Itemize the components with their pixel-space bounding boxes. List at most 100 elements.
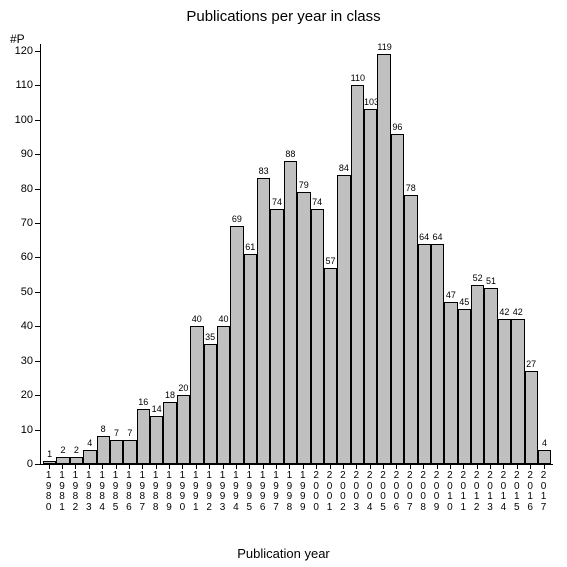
x-tick-mark xyxy=(530,464,531,469)
x-tick-mark xyxy=(463,464,464,469)
bar xyxy=(150,416,163,464)
x-tick-label: 1998 xyxy=(287,471,293,513)
bar-value-label: 64 xyxy=(418,233,431,242)
x-tick-label: 2005 xyxy=(380,471,386,513)
bar-value-label: 42 xyxy=(498,308,511,317)
bar-slot: 74 xyxy=(311,44,324,464)
bar-value-label: 35 xyxy=(204,333,217,342)
bar xyxy=(244,254,257,464)
bar xyxy=(56,457,69,464)
y-tick xyxy=(35,257,41,258)
x-tick-label: 1980 xyxy=(46,471,52,513)
bar-value-label: 119 xyxy=(377,43,390,52)
bar-slot: 40 xyxy=(190,44,203,464)
x-tick-mark xyxy=(209,464,210,469)
bar-slot: 119 xyxy=(377,44,390,464)
bar xyxy=(70,457,83,464)
bar-slot: 7 xyxy=(110,44,123,464)
x-tick-mark xyxy=(490,464,491,469)
bar xyxy=(458,309,471,464)
bar-slot: 4 xyxy=(83,44,96,464)
bar xyxy=(83,450,96,464)
bar-value-label: 42 xyxy=(511,308,524,317)
x-tick-mark xyxy=(477,464,478,469)
x-tick-mark xyxy=(450,464,451,469)
bar xyxy=(391,134,404,464)
x-tick-label: 2000 xyxy=(313,471,319,513)
x-tick-label: 1996 xyxy=(260,471,266,513)
y-tick-label: 90 xyxy=(21,148,33,160)
x-tick-mark xyxy=(263,464,264,469)
bar xyxy=(230,226,243,464)
y-tick-label: 110 xyxy=(15,79,33,91)
bar-slot: 84 xyxy=(337,44,350,464)
bar-value-label: 20 xyxy=(177,384,190,393)
chart-title: Publications per year in class xyxy=(0,8,567,25)
bar-value-label: 96 xyxy=(391,123,404,132)
y-tick xyxy=(35,189,41,190)
x-tick-mark xyxy=(303,464,304,469)
x-tick-label: 1982 xyxy=(73,471,79,513)
bar xyxy=(444,302,457,464)
x-tick-mark xyxy=(62,464,63,469)
x-tick-mark xyxy=(236,464,237,469)
x-tick-mark xyxy=(196,464,197,469)
x-tick-label: 1981 xyxy=(59,471,65,513)
bar-slot: 7 xyxy=(123,44,136,464)
bar-value-label: 18 xyxy=(163,391,176,400)
x-tick-mark xyxy=(249,464,250,469)
x-tick-label: 1991 xyxy=(193,471,199,513)
x-tick-mark xyxy=(169,464,170,469)
x-tick-mark xyxy=(544,464,545,469)
x-tick-label: 2002 xyxy=(340,471,346,513)
bar-value-label: 110 xyxy=(351,74,364,83)
x-tick-mark xyxy=(276,464,277,469)
bar-value-label: 84 xyxy=(337,164,350,173)
x-tick-mark xyxy=(517,464,518,469)
bar-value-label: 64 xyxy=(431,233,444,242)
bar-slot: 88 xyxy=(284,44,297,464)
bar-slot: 51 xyxy=(484,44,497,464)
x-tick-label: 2011 xyxy=(461,471,467,513)
x-tick-label: 2012 xyxy=(474,471,480,513)
bar xyxy=(324,268,337,464)
x-tick-mark xyxy=(356,464,357,469)
x-tick-label: 1992 xyxy=(206,471,212,513)
bar xyxy=(431,244,444,464)
bar-slot: 8 xyxy=(97,44,110,464)
bar xyxy=(311,209,324,464)
x-tick-mark xyxy=(437,464,438,469)
bar xyxy=(484,288,497,464)
bar xyxy=(217,326,230,464)
x-tick-label: 1984 xyxy=(99,471,105,513)
bar-slot: 35 xyxy=(204,44,217,464)
x-tick-label: 2001 xyxy=(327,471,333,513)
bar xyxy=(364,109,377,464)
bar xyxy=(284,161,297,464)
x-tick-label: 2003 xyxy=(354,471,360,513)
bar-value-label: 8 xyxy=(97,425,110,434)
bar-slot: 42 xyxy=(511,44,524,464)
bar-slot: 64 xyxy=(418,44,431,464)
x-tick-label: 2010 xyxy=(447,471,453,513)
bar-value-label: 40 xyxy=(190,315,203,324)
y-tick xyxy=(35,120,41,121)
bar xyxy=(43,461,56,464)
x-tick-label: 1989 xyxy=(166,471,172,513)
bar xyxy=(137,409,150,464)
bar xyxy=(163,402,176,464)
x-tick-mark xyxy=(289,464,290,469)
bar-value-label: 2 xyxy=(70,446,83,455)
x-tick-label: 1983 xyxy=(86,471,92,513)
x-tick-mark xyxy=(75,464,76,469)
bar-slot: 79 xyxy=(297,44,310,464)
bar-slot: 96 xyxy=(391,44,404,464)
x-tick-label: 2016 xyxy=(527,471,533,513)
y-tick-label: 20 xyxy=(21,389,33,401)
bar-value-label: 103 xyxy=(364,98,377,107)
bar-slot: 27 xyxy=(525,44,538,464)
bar xyxy=(377,54,390,464)
bar-value-label: 27 xyxy=(525,360,538,369)
x-axis-label: Publication year xyxy=(0,546,567,561)
y-tick xyxy=(35,223,41,224)
